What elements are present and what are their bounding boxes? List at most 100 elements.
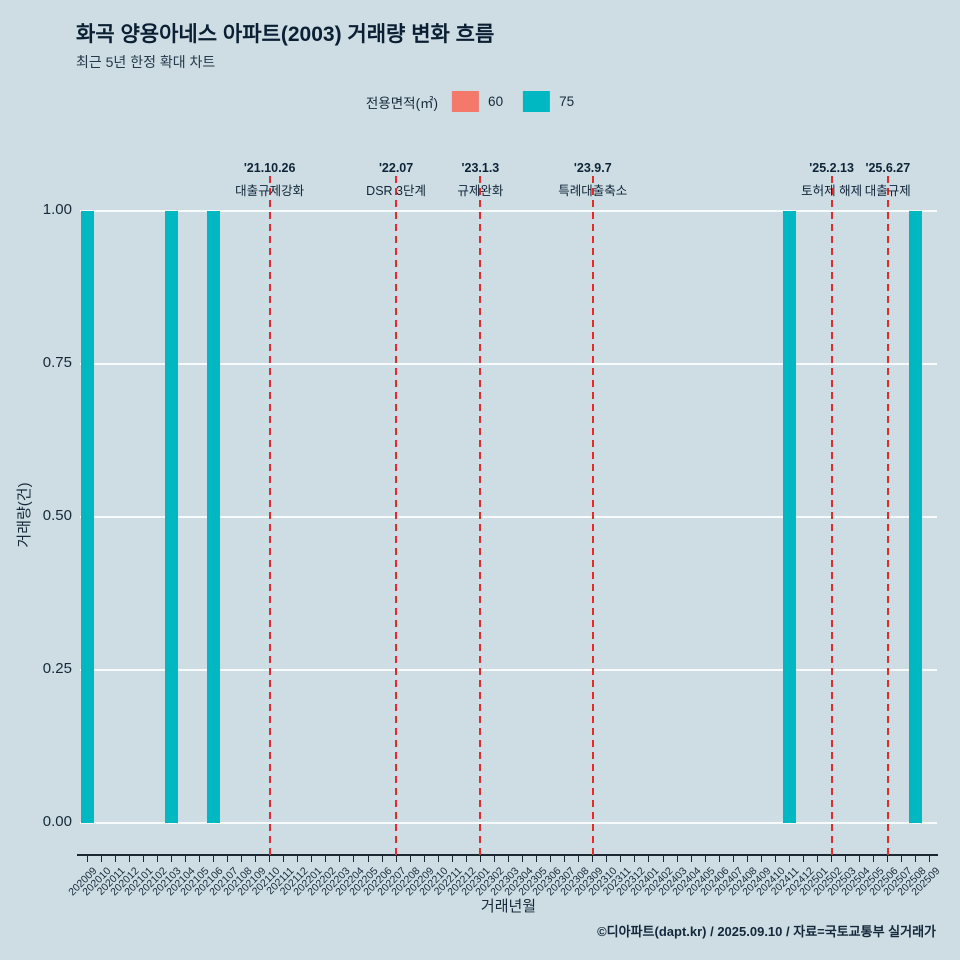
legend-item-75: 75 xyxy=(559,94,575,109)
x-tick xyxy=(732,856,734,862)
x-tick xyxy=(662,856,664,862)
footer-credit: ©디아파트(dapt.kr) / 2025.09.10 / 자료=국토교통부 실… xyxy=(597,924,936,939)
x-tick xyxy=(198,856,200,862)
x-tick xyxy=(381,856,383,862)
x-axis-title: 거래년월 xyxy=(480,898,537,915)
event-line-202110 xyxy=(268,176,271,856)
event-line-202301 xyxy=(479,176,482,856)
x-tick xyxy=(620,856,622,862)
x-tick xyxy=(395,856,397,862)
legend-swatch-60 xyxy=(452,91,480,112)
event-label-202207: DSR 3단계 xyxy=(366,184,427,198)
legend-title: 전용면적(㎡) xyxy=(365,95,439,111)
bar-75-202106 xyxy=(206,211,220,823)
x-tick xyxy=(283,856,285,862)
gridline xyxy=(80,822,937,824)
x-tick xyxy=(676,856,678,862)
x-tick xyxy=(592,856,594,862)
x-tick xyxy=(269,856,271,862)
x-tick xyxy=(227,856,229,862)
x-tick xyxy=(845,856,847,862)
x-tick xyxy=(241,856,243,862)
y-tick-label: 0.75 xyxy=(42,354,72,371)
event-date-202502: '25.2.13 xyxy=(809,161,854,175)
gridline xyxy=(80,669,937,671)
x-tick xyxy=(114,856,116,862)
x-tick xyxy=(353,856,355,862)
chart-title: 화곡 양용아네스 아파트(2003) 거래량 변화 흐름 xyxy=(76,23,495,46)
x-tick xyxy=(929,856,931,862)
event-label-202502: 토허제 해제 xyxy=(801,184,863,198)
x-tick xyxy=(255,856,257,862)
legend-item-60: 60 xyxy=(488,94,504,109)
event-date-202506: '25.6.27 xyxy=(865,161,911,175)
gridline xyxy=(80,516,937,518)
event-date-202301: '23.1.3 xyxy=(461,161,500,175)
x-tick xyxy=(493,856,495,862)
x-tick xyxy=(760,856,762,862)
bar-75-202103 xyxy=(164,211,178,823)
legend-swatch-75 xyxy=(523,91,551,112)
y-tick-label: 0.25 xyxy=(42,660,72,677)
event-label-202301: 규제완화 xyxy=(457,184,504,198)
event-label-202110: 대출규제강화 xyxy=(235,184,305,198)
x-tick xyxy=(718,856,720,862)
x-tick xyxy=(873,856,875,862)
x-tick xyxy=(465,856,467,862)
event-line-202502 xyxy=(830,176,833,856)
x-tick xyxy=(578,856,580,862)
bar-75-202508 xyxy=(909,211,923,823)
x-tick xyxy=(86,856,88,862)
x-tick xyxy=(704,856,706,862)
event-date-202110: '21.10.26 xyxy=(243,161,296,175)
x-tick xyxy=(409,856,411,862)
gridline xyxy=(80,210,937,212)
x-tick xyxy=(817,856,819,862)
y-tick-label: 0.50 xyxy=(42,507,72,524)
x-tick xyxy=(550,856,552,862)
chart-subtitle: 최근 5년 한정 확대 차트 xyxy=(76,54,216,70)
x-tick xyxy=(536,856,538,862)
x-tick xyxy=(297,856,299,862)
x-tick xyxy=(746,856,748,862)
x-tick xyxy=(606,856,608,862)
x-tick xyxy=(803,856,805,862)
x-tick xyxy=(311,856,313,862)
legend: 전용면적(㎡) 60 75 xyxy=(366,91,594,112)
bar-75-202411 xyxy=(782,211,796,823)
gridline xyxy=(80,363,937,365)
x-tick xyxy=(128,856,130,862)
event-label-202309: 특례대출축소 xyxy=(558,184,628,198)
y-tick-label: 1.00 xyxy=(42,201,72,218)
x-tick xyxy=(142,856,144,862)
x-tick xyxy=(690,856,692,862)
x-tick xyxy=(774,856,776,862)
event-line-202207 xyxy=(395,176,398,856)
x-tick xyxy=(479,856,481,862)
x-tick xyxy=(100,856,102,862)
x-tick xyxy=(564,856,566,862)
x-tick xyxy=(184,856,186,862)
bar-75-202009 xyxy=(80,211,94,823)
x-tick xyxy=(367,856,369,862)
x-tick xyxy=(887,856,889,862)
x-tick xyxy=(522,856,524,862)
x-tick xyxy=(339,856,341,862)
x-tick xyxy=(831,856,833,862)
x-tick xyxy=(451,856,453,862)
x-tick xyxy=(648,856,650,862)
x-axis-line xyxy=(77,854,938,856)
x-tick xyxy=(915,856,917,862)
event-date-202309: '23.9.7 xyxy=(573,161,612,175)
event-label-202506: 대출규제 xyxy=(864,184,911,198)
x-tick xyxy=(788,856,790,862)
event-date-202207: '22.07 xyxy=(378,161,414,175)
x-tick xyxy=(325,856,327,862)
x-tick xyxy=(859,856,861,862)
x-tick xyxy=(437,856,439,862)
x-tick xyxy=(634,856,636,862)
x-tick xyxy=(156,856,158,862)
x-tick xyxy=(170,856,172,862)
y-tick-label: 0.00 xyxy=(42,813,72,830)
